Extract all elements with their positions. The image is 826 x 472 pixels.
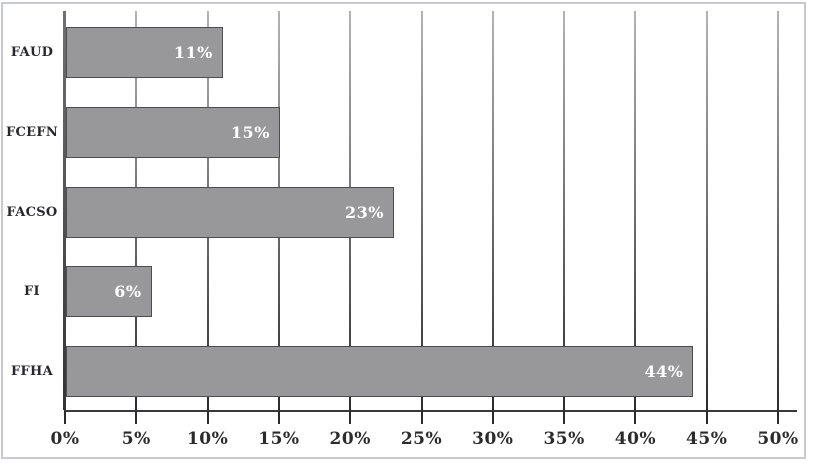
gridline bbox=[777, 11, 779, 410]
x-tick-label: 20% bbox=[329, 429, 371, 449]
x-tick-label: 50% bbox=[757, 429, 799, 449]
category-label-facso: FACSO bbox=[6, 204, 58, 220]
gridline bbox=[705, 11, 708, 410]
x-tick-label: 45% bbox=[686, 429, 728, 449]
x-tick-label: 25% bbox=[400, 429, 443, 449]
x-tick bbox=[777, 411, 779, 424]
bar-value-label-faud: 11% bbox=[173, 43, 213, 62]
x-tick-label: 15% bbox=[258, 429, 300, 449]
x-tick-label: 0% bbox=[50, 429, 80, 449]
x-tick-label: 40% bbox=[614, 429, 657, 449]
category-label-ffha: FFHA bbox=[10, 364, 54, 380]
x-tick-label: 30% bbox=[472, 429, 514, 449]
gridline bbox=[634, 11, 637, 410]
bar-fcefn: 15% bbox=[66, 106, 280, 158]
x-tick bbox=[349, 411, 352, 424]
x-tick-label: 10% bbox=[186, 429, 229, 449]
bar-value-label-fi: 6% bbox=[114, 282, 142, 302]
x-tick bbox=[206, 411, 209, 424]
x-tick bbox=[705, 411, 708, 424]
bar-value-label-ffha: 44% bbox=[644, 362, 684, 382]
x-tick bbox=[491, 411, 494, 424]
x-tick bbox=[420, 411, 423, 424]
x-tick bbox=[64, 411, 66, 424]
x-axis-line bbox=[64, 410, 797, 412]
y-axis-line bbox=[63, 11, 66, 410]
category-label-fcefn: FCEFN bbox=[5, 124, 59, 140]
chart-frame-border bbox=[1, 2, 806, 459]
category-label-faud: FAUD bbox=[10, 45, 54, 60]
bar-ffha: 44% bbox=[66, 346, 694, 398]
x-tick bbox=[563, 411, 566, 424]
x-tick-label: 35% bbox=[543, 429, 585, 449]
bar-value-label-fcefn: 15% bbox=[230, 122, 270, 142]
category-label-fi: FI bbox=[24, 284, 40, 300]
gridline bbox=[563, 11, 566, 410]
gridline bbox=[420, 11, 423, 410]
x-tick bbox=[634, 411, 637, 424]
x-tick bbox=[135, 411, 138, 424]
x-tick bbox=[277, 411, 280, 424]
bar-facso: 23% bbox=[66, 186, 394, 238]
gridline bbox=[491, 11, 494, 410]
bar-faud: 11% bbox=[66, 27, 223, 78]
x-tick-label: 5% bbox=[121, 429, 151, 449]
bar-fi: 6% bbox=[66, 266, 152, 318]
bar-value-label-facso: 23% bbox=[345, 202, 384, 222]
